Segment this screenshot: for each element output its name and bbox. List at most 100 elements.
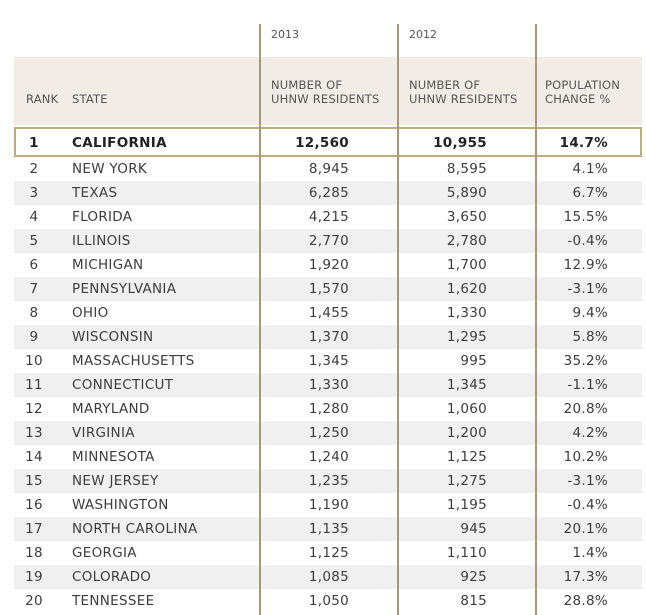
population-change-cell: 14.7% — [559, 135, 608, 151]
population-change-cell: -3.1% — [567, 281, 608, 297]
rank-cell: 16 — [25, 497, 43, 513]
state-cell: NEW YORK — [72, 161, 148, 177]
rank-cell: 13 — [25, 425, 43, 441]
residents-2013-cell: 4,215 — [308, 209, 349, 225]
residents-2012-cell: 2,780 — [446, 233, 487, 249]
residents-2012-cell: 1,330 — [446, 305, 487, 321]
residents-2012-cell: 945 — [460, 521, 487, 537]
state-cell: MARYLAND — [72, 401, 150, 417]
residents-2012-cell: 1,060 — [446, 401, 487, 417]
state-cell: CALIFORNIA — [72, 135, 167, 151]
residents-2013-cell: 1,250 — [308, 425, 349, 441]
residents-2013-cell: 1,330 — [308, 377, 349, 393]
rank-cell: 2 — [29, 161, 39, 177]
population-change-cell: 4.1% — [572, 161, 608, 177]
residents-2013-cell: 1,085 — [308, 569, 349, 585]
population-change-cell: 20.8% — [563, 401, 608, 417]
divider-2012 — [397, 24, 399, 615]
residents-2012-cell: 3,650 — [446, 209, 487, 225]
rank-cell: 5 — [29, 233, 39, 249]
table-row: 16 WASHINGTON 1,190 1,195 -0.4% — [14, 493, 642, 517]
state-cell: WISCONSIN — [72, 329, 154, 345]
residents-2013-cell: 1,370 — [308, 329, 349, 345]
rank-cell: 4 — [29, 209, 39, 225]
state-cell: GEORGIA — [72, 545, 137, 561]
residents-2012-cell: 1,345 — [446, 377, 487, 393]
table-row: 19 COLORADO 1,085 925 17.3% — [14, 565, 642, 589]
residents-2012-cell: 1,110 — [446, 545, 487, 561]
state-cell: FLORIDA — [72, 209, 133, 225]
state-cell: WASHINGTON — [72, 497, 169, 513]
residents-2012-cell: 5,890 — [446, 185, 487, 201]
divider-2013 — [259, 24, 261, 615]
table-row: 9 WISCONSIN 1,370 1,295 5.8% — [14, 325, 642, 349]
residents-2013-cell: 1,345 — [308, 353, 349, 369]
header-2013-residents: NUMBER OF UHNW RESIDENTS — [271, 78, 380, 106]
table-row: 5 ILLINOIS 2,770 2,780 -0.4% — [14, 229, 642, 253]
population-change-cell: -3.1% — [567, 473, 608, 489]
population-change-cell: 9.4% — [572, 305, 608, 321]
state-cell: NORTH CAROLINA — [72, 521, 198, 537]
residents-2012-cell: 815 — [460, 593, 487, 609]
table-row: 12 MARYLAND 1,280 1,060 20.8% — [14, 397, 642, 421]
table-body: 1 CALIFORNIA 12,560 10,955 14.7% 2 NEW YORK 8,9… — [14, 130, 642, 613]
state-cell: NEW JERSEY — [72, 473, 159, 489]
rank-cell: 3 — [29, 185, 39, 201]
residents-2013-cell: 6,285 — [308, 185, 349, 201]
rank-cell: 15 — [25, 473, 43, 489]
table-row: 3 TEXAS 6,285 5,890 6.7% — [14, 181, 642, 205]
table-row: 13 VIRGINIA 1,250 1,200 4.2% — [14, 421, 642, 445]
population-change-cell: -0.4% — [567, 233, 608, 249]
table-row: 14 MINNESOTA 1,240 1,125 10.2% — [14, 445, 642, 469]
residents-2013-cell: 1,280 — [308, 401, 349, 417]
rank-cell: 9 — [29, 329, 39, 345]
population-change-cell: 1.4% — [572, 545, 608, 561]
table-row: 1 CALIFORNIA 12,560 10,955 14.7% — [14, 130, 642, 157]
residents-2013-cell: 1,190 — [308, 497, 349, 513]
table-row: 17 NORTH CAROLINA 1,135 945 20.1% — [14, 517, 642, 541]
residents-2012-cell: 995 — [460, 353, 487, 369]
year-2012-label: 2012 — [409, 28, 437, 41]
population-change-cell: 5.8% — [572, 329, 608, 345]
residents-2013-cell: 1,920 — [308, 257, 349, 273]
table-row: 7 PENNSYLVANIA 1,570 1,620 -3.1% — [14, 277, 642, 301]
rank-cell: 8 — [29, 305, 39, 321]
rank-cell: 17 — [25, 521, 43, 537]
population-change-cell: 12.9% — [563, 257, 608, 273]
table-header: RANK STATE NUMBER OF UHNW RESIDENTS NUMB… — [14, 57, 642, 125]
divider-change — [535, 24, 537, 615]
rank-cell: 6 — [29, 257, 39, 273]
state-cell: CONNECTICUT — [72, 377, 174, 393]
rank-cell: 18 — [25, 545, 43, 561]
state-cell: TENNESSEE — [72, 593, 155, 609]
table-row: 10 MASSACHUSETTS 1,345 995 35.2% — [14, 349, 642, 373]
residents-2013-cell: 1,135 — [308, 521, 349, 537]
residents-2012-cell: 1,275 — [446, 473, 487, 489]
state-cell: PENNSYLVANIA — [72, 281, 177, 297]
population-change-cell: 10.2% — [563, 449, 608, 465]
table-row: 4 FLORIDA 4,215 3,650 15.5% — [14, 205, 642, 229]
residents-2013-cell: 8,945 — [308, 161, 349, 177]
residents-2013-cell: 2,770 — [308, 233, 349, 249]
table-row: 11 CONNECTICUT 1,330 1,345 -1.1% — [14, 373, 642, 397]
population-change-cell: 15.5% — [563, 209, 608, 225]
table-row: 8 OHIO 1,455 1,330 9.4% — [14, 301, 642, 325]
state-cell: ILLINOIS — [72, 233, 131, 249]
state-cell: COLORADO — [72, 569, 152, 585]
residents-2012-cell: 8,595 — [446, 161, 487, 177]
rank-cell: 19 — [25, 569, 43, 585]
residents-2013-cell: 1,455 — [308, 305, 349, 321]
table-row: 18 GEORGIA 1,125 1,110 1.4% — [14, 541, 642, 565]
state-cell: TEXAS — [72, 185, 118, 201]
state-cell: MINNESOTA — [72, 449, 155, 465]
population-change-cell: 28.8% — [563, 593, 608, 609]
header-2012-residents: NUMBER OF UHNW RESIDENTS — [409, 78, 518, 106]
population-change-cell: -1.1% — [567, 377, 608, 393]
residents-2013-cell: 1,050 — [308, 593, 349, 609]
residents-2012-cell: 925 — [460, 569, 487, 585]
rank-cell: 20 — [25, 593, 43, 609]
year-2013-label: 2013 — [271, 28, 299, 41]
state-cell: VIRGINIA — [72, 425, 135, 441]
residents-2013-cell: 1,570 — [308, 281, 349, 297]
